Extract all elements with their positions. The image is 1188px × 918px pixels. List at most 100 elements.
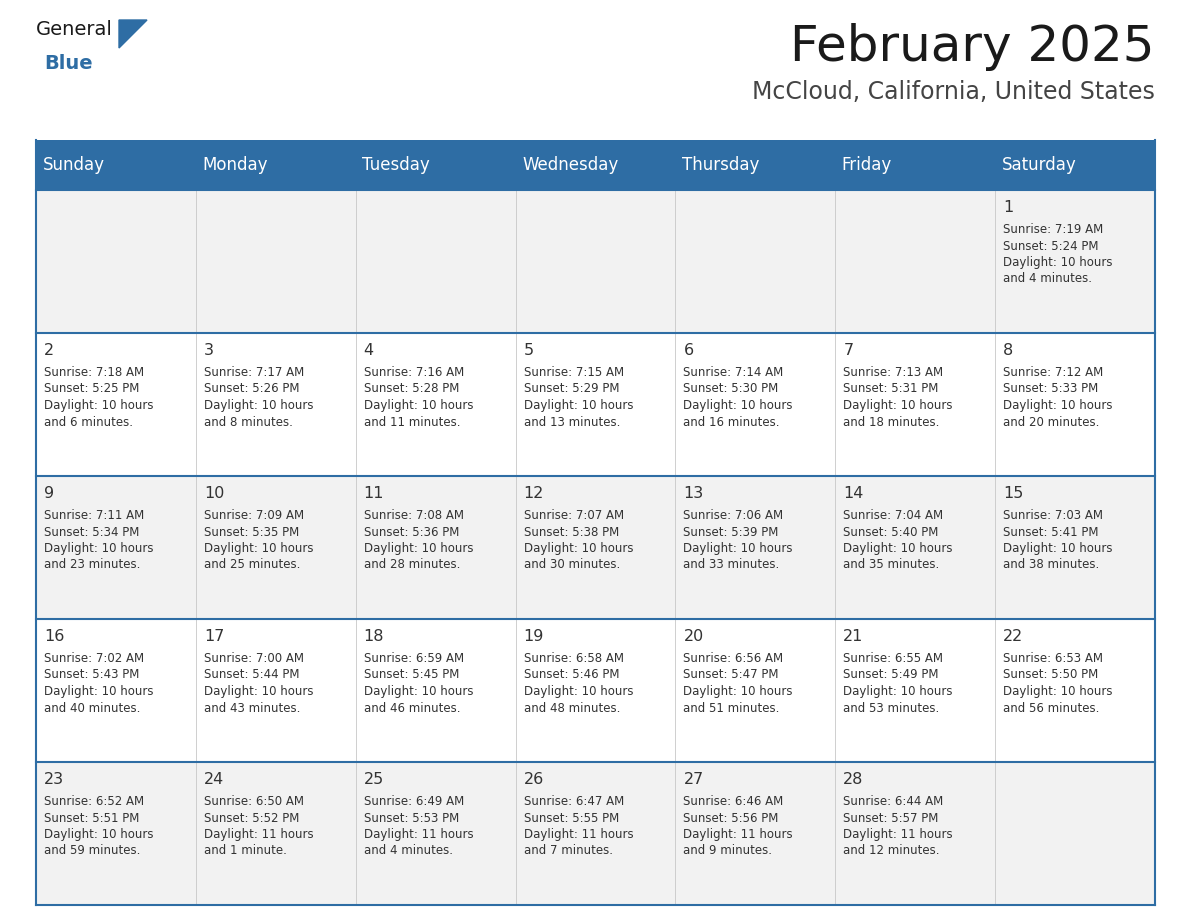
Bar [36, 140, 1155, 190]
Text: Sunrise: 7:15 AM: Sunrise: 7:15 AM [524, 366, 624, 379]
Text: and 4 minutes.: and 4 minutes. [1003, 273, 1092, 285]
Text: Sunrise: 7:08 AM: Sunrise: 7:08 AM [364, 509, 463, 522]
Text: 20: 20 [683, 629, 703, 644]
Bar [36, 333, 1155, 476]
Text: Sunset: 5:52 PM: Sunset: 5:52 PM [204, 812, 299, 824]
Text: 6: 6 [683, 343, 694, 358]
Text: and 23 minutes.: and 23 minutes. [44, 558, 140, 572]
Text: 21: 21 [843, 629, 864, 644]
Text: Tuesday: Tuesday [362, 156, 430, 174]
Text: Sunset: 5:33 PM: Sunset: 5:33 PM [1003, 383, 1099, 396]
Text: and 4 minutes.: and 4 minutes. [364, 845, 453, 857]
Text: Sunset: 5:25 PM: Sunset: 5:25 PM [44, 383, 139, 396]
Text: and 6 minutes.: and 6 minutes. [44, 416, 133, 429]
Text: Sunset: 5:26 PM: Sunset: 5:26 PM [204, 383, 299, 396]
Text: 2: 2 [44, 343, 55, 358]
Text: Daylight: 11 hours: Daylight: 11 hours [843, 828, 953, 841]
Text: Daylight: 11 hours: Daylight: 11 hours [204, 828, 314, 841]
Text: Daylight: 10 hours: Daylight: 10 hours [843, 399, 953, 412]
Text: Daylight: 10 hours: Daylight: 10 hours [44, 685, 153, 698]
Text: Daylight: 11 hours: Daylight: 11 hours [683, 828, 794, 841]
Bar [36, 619, 1155, 762]
Text: Sunrise: 6:58 AM: Sunrise: 6:58 AM [524, 652, 624, 665]
Text: and 53 minutes.: and 53 minutes. [843, 701, 940, 714]
Text: 28: 28 [843, 772, 864, 787]
Text: Thursday: Thursday [682, 156, 759, 174]
Text: Sunrise: 7:11 AM: Sunrise: 7:11 AM [44, 509, 144, 522]
Text: and 51 minutes.: and 51 minutes. [683, 701, 779, 714]
Text: 17: 17 [204, 629, 225, 644]
Text: Sunrise: 6:52 AM: Sunrise: 6:52 AM [44, 795, 144, 808]
Text: Sunrise: 7:07 AM: Sunrise: 7:07 AM [524, 509, 624, 522]
Text: Daylight: 10 hours: Daylight: 10 hours [44, 828, 153, 841]
Text: 13: 13 [683, 486, 703, 501]
Text: and 25 minutes.: and 25 minutes. [204, 558, 301, 572]
Text: Daylight: 10 hours: Daylight: 10 hours [524, 685, 633, 698]
Text: Sunrise: 6:50 AM: Sunrise: 6:50 AM [204, 795, 304, 808]
Text: Sunrise: 7:00 AM: Sunrise: 7:00 AM [204, 652, 304, 665]
Text: and 18 minutes.: and 18 minutes. [843, 416, 940, 429]
Text: Daylight: 10 hours: Daylight: 10 hours [843, 542, 953, 555]
Text: 25: 25 [364, 772, 384, 787]
Text: Sunrise: 6:56 AM: Sunrise: 6:56 AM [683, 652, 784, 665]
Text: 22: 22 [1003, 629, 1023, 644]
Text: Sunset: 5:55 PM: Sunset: 5:55 PM [524, 812, 619, 824]
Text: Sunrise: 7:14 AM: Sunrise: 7:14 AM [683, 366, 784, 379]
Text: Daylight: 10 hours: Daylight: 10 hours [364, 542, 473, 555]
Text: and 30 minutes.: and 30 minutes. [524, 558, 620, 572]
Text: Sunset: 5:45 PM: Sunset: 5:45 PM [364, 668, 459, 681]
Text: Sunset: 5:49 PM: Sunset: 5:49 PM [843, 668, 939, 681]
Text: and 9 minutes.: and 9 minutes. [683, 845, 772, 857]
Text: Sunday: Sunday [43, 156, 105, 174]
Text: and 16 minutes.: and 16 minutes. [683, 416, 779, 429]
Text: Monday: Monday [202, 156, 267, 174]
Text: and 59 minutes.: and 59 minutes. [44, 845, 140, 857]
Text: and 33 minutes.: and 33 minutes. [683, 558, 779, 572]
Text: Sunrise: 7:17 AM: Sunrise: 7:17 AM [204, 366, 304, 379]
Text: Sunrise: 7:06 AM: Sunrise: 7:06 AM [683, 509, 784, 522]
Text: General: General [36, 20, 113, 39]
Text: 5: 5 [524, 343, 533, 358]
Text: Sunrise: 7:12 AM: Sunrise: 7:12 AM [1003, 366, 1104, 379]
Text: Sunrise: 7:03 AM: Sunrise: 7:03 AM [1003, 509, 1104, 522]
Text: and 40 minutes.: and 40 minutes. [44, 701, 140, 714]
Bar [36, 476, 1155, 619]
Text: and 38 minutes.: and 38 minutes. [1003, 558, 1099, 572]
Text: Daylight: 10 hours: Daylight: 10 hours [204, 685, 314, 698]
Text: Saturday: Saturday [1001, 156, 1076, 174]
Text: Sunrise: 6:55 AM: Sunrise: 6:55 AM [843, 652, 943, 665]
Text: Sunrise: 6:46 AM: Sunrise: 6:46 AM [683, 795, 784, 808]
Text: and 12 minutes.: and 12 minutes. [843, 845, 940, 857]
Text: Sunrise: 7:18 AM: Sunrise: 7:18 AM [44, 366, 144, 379]
Text: and 7 minutes.: and 7 minutes. [524, 845, 613, 857]
Text: Daylight: 10 hours: Daylight: 10 hours [44, 542, 153, 555]
Text: McCloud, California, United States: McCloud, California, United States [752, 80, 1155, 104]
Bar [36, 190, 1155, 333]
Text: Sunset: 5:41 PM: Sunset: 5:41 PM [1003, 525, 1099, 539]
Text: Daylight: 10 hours: Daylight: 10 hours [683, 685, 792, 698]
Bar [36, 762, 1155, 905]
Text: Sunset: 5:29 PM: Sunset: 5:29 PM [524, 383, 619, 396]
Text: Sunset: 5:39 PM: Sunset: 5:39 PM [683, 525, 779, 539]
Text: 1: 1 [1003, 200, 1013, 215]
Text: Daylight: 10 hours: Daylight: 10 hours [364, 399, 473, 412]
Text: 19: 19 [524, 629, 544, 644]
Text: and 56 minutes.: and 56 minutes. [1003, 701, 1100, 714]
Text: and 13 minutes.: and 13 minutes. [524, 416, 620, 429]
Text: Sunrise: 7:04 AM: Sunrise: 7:04 AM [843, 509, 943, 522]
Text: 9: 9 [44, 486, 55, 501]
Text: Sunrise: 6:44 AM: Sunrise: 6:44 AM [843, 795, 943, 808]
Text: 8: 8 [1003, 343, 1013, 358]
Text: Daylight: 10 hours: Daylight: 10 hours [364, 685, 473, 698]
Text: Sunset: 5:35 PM: Sunset: 5:35 PM [204, 525, 299, 539]
Text: 15: 15 [1003, 486, 1024, 501]
Text: Sunset: 5:50 PM: Sunset: 5:50 PM [1003, 668, 1099, 681]
Text: Daylight: 10 hours: Daylight: 10 hours [683, 542, 792, 555]
Text: Sunset: 5:56 PM: Sunset: 5:56 PM [683, 812, 779, 824]
Text: 18: 18 [364, 629, 384, 644]
Text: Blue: Blue [44, 54, 93, 73]
Text: Sunset: 5:38 PM: Sunset: 5:38 PM [524, 525, 619, 539]
Text: Sunset: 5:51 PM: Sunset: 5:51 PM [44, 812, 139, 824]
Text: Sunrise: 7:13 AM: Sunrise: 7:13 AM [843, 366, 943, 379]
Text: Sunrise: 7:09 AM: Sunrise: 7:09 AM [204, 509, 304, 522]
